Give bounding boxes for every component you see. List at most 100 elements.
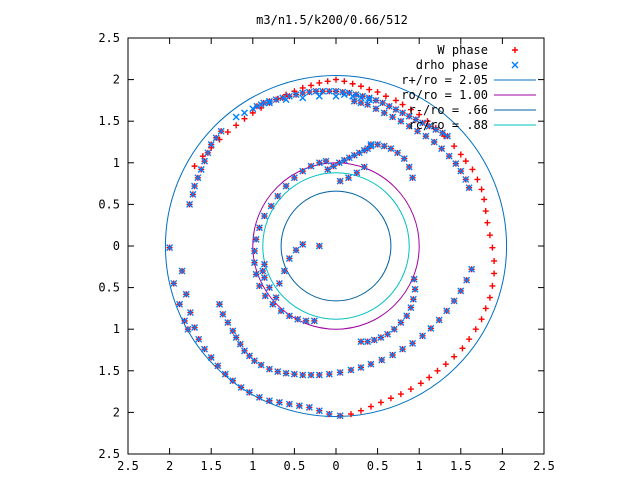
point-0 — [491, 257, 498, 264]
point-1 — [397, 117, 405, 125]
circle-0 — [164, 74, 508, 418]
point-1 — [217, 127, 225, 135]
point-1 — [452, 160, 460, 168]
y-tick-label: 0.5 — [98, 197, 120, 211]
point-1 — [265, 365, 273, 373]
point-0 — [486, 294, 493, 301]
point-1 — [422, 132, 430, 140]
point-1 — [201, 345, 209, 353]
point-0 — [397, 391, 404, 398]
point-1 — [255, 224, 263, 232]
point-1 — [360, 146, 368, 154]
point-1 — [260, 274, 268, 282]
point-1 — [409, 174, 417, 182]
point-1 — [315, 92, 323, 100]
point-0 — [357, 83, 364, 90]
point-1 — [364, 338, 372, 346]
point-1 — [330, 162, 337, 170]
point-1 — [189, 190, 197, 198]
point-0 — [382, 93, 389, 100]
point-1 — [237, 383, 245, 391]
point-1 — [275, 279, 283, 287]
point-1 — [274, 192, 282, 200]
point-1 — [255, 393, 263, 401]
point-1 — [259, 267, 267, 275]
point-1 — [450, 297, 458, 305]
point-1 — [367, 360, 375, 368]
point-1 — [272, 96, 280, 104]
point-1 — [399, 109, 407, 117]
y-tick-label: 1.5 — [98, 364, 120, 378]
point-1 — [261, 292, 269, 300]
point-0 — [347, 411, 354, 418]
point-0 — [489, 282, 496, 289]
x-tick-label: 1 — [416, 459, 423, 473]
point-1 — [305, 403, 313, 411]
point-1 — [195, 335, 203, 343]
point-1 — [390, 325, 398, 333]
point-0 — [489, 244, 496, 251]
point-1 — [292, 91, 300, 99]
point-1 — [207, 141, 215, 148]
legend-label: drho phase — [416, 58, 488, 72]
y-tick-label: 0.5 — [98, 281, 120, 295]
point-1 — [457, 167, 465, 175]
point-1 — [315, 242, 323, 250]
point-1 — [181, 317, 189, 325]
point-0 — [478, 186, 485, 193]
point-1 — [347, 366, 355, 374]
point-0 — [399, 101, 406, 108]
data-points — [166, 76, 498, 420]
point-1 — [182, 290, 190, 298]
point-1 — [250, 247, 258, 255]
point-1 — [191, 324, 199, 332]
point-0 — [357, 407, 364, 414]
point-1 — [425, 122, 433, 130]
circle-2 — [280, 190, 392, 302]
point-1 — [350, 151, 358, 159]
point-1 — [186, 309, 194, 317]
point-0 — [224, 129, 231, 136]
point-0 — [233, 122, 240, 129]
point-1 — [332, 92, 340, 100]
point-1 — [253, 102, 261, 110]
point-0 — [486, 232, 493, 239]
point-0 — [472, 326, 479, 333]
point-1 — [214, 362, 222, 370]
point-1 — [249, 105, 257, 113]
point-1 — [260, 260, 268, 268]
point-1 — [355, 149, 363, 157]
point-1 — [324, 165, 332, 173]
point-1 — [405, 163, 413, 171]
point-0 — [482, 305, 489, 312]
point-1 — [438, 145, 446, 153]
point-1 — [207, 353, 215, 361]
point-1 — [232, 334, 240, 342]
point-0 — [392, 97, 399, 104]
point-1 — [414, 127, 422, 135]
x-tick-label: 1 — [249, 459, 256, 473]
point-1 — [394, 149, 402, 157]
point-1 — [272, 294, 280, 302]
point-1 — [445, 152, 453, 160]
legend-label: rc/ro = .88 — [409, 118, 488, 132]
legend-label: r-/ro = .66 — [409, 103, 488, 117]
point-1 — [240, 109, 248, 117]
point-1 — [315, 407, 323, 415]
point-1 — [186, 200, 194, 208]
point-1 — [282, 369, 290, 377]
point-1 — [389, 113, 397, 121]
y-tick-label: 2 — [113, 73, 120, 87]
point-1 — [336, 368, 344, 376]
point-1 — [419, 332, 427, 340]
point-1 — [279, 94, 287, 102]
point-1 — [250, 357, 258, 365]
point-0 — [491, 270, 498, 277]
point-0 — [478, 316, 485, 323]
point-1 — [212, 134, 220, 142]
point-0 — [474, 176, 481, 183]
x-tick-label: 2 — [499, 459, 506, 473]
point-1 — [315, 159, 323, 167]
point-1 — [370, 336, 378, 344]
